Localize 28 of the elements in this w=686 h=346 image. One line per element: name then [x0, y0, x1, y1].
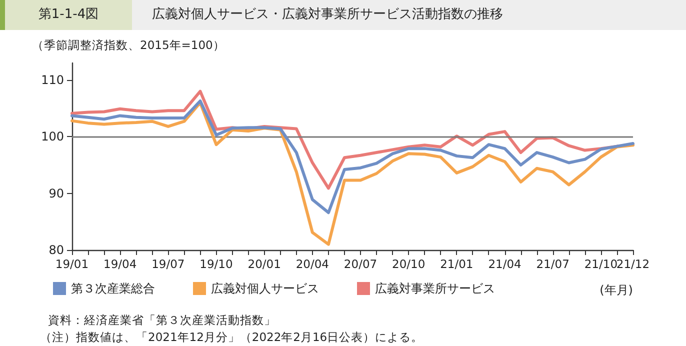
- x-tick-label: 20/07: [344, 257, 378, 271]
- x-tick-label: 21/07: [536, 257, 570, 271]
- legend-label: 広義対個人サービス: [211, 282, 319, 296]
- text: 第1-1-4図: [5, 0, 132, 30]
- line-series: [70, 99, 634, 214]
- x-tick-label: 21/12: [616, 257, 650, 271]
- chart-title: 広義対個人サービス・広義対事業所サービス活動指数の推移: [152, 6, 503, 24]
- x-tick-label: 19/01: [55, 257, 89, 271]
- y-axis-title: （季節調整済指数、2015年=100）: [32, 38, 225, 52]
- text: 資料：経済産業省「第３次産業活動指数」: [48, 313, 276, 328]
- x-tick-label: 19/10: [200, 257, 233, 271]
- x-tick-label: 20/04: [296, 257, 330, 271]
- text: （注）指数値は、「2021年12月分」（2022年2月16日公表）による。: [40, 330, 424, 345]
- x-tick-label: 21/04: [488, 257, 522, 271]
- x-tick-label: 21/10: [584, 257, 618, 271]
- y-tick-label: 80: [48, 243, 64, 257]
- line-series: [70, 101, 634, 246]
- x-tick-label: 20/10: [392, 257, 426, 271]
- x-tick-label: 19/07: [152, 257, 185, 271]
- legend-label: 第３次産業総合: [71, 282, 155, 296]
- y-tick-label: 90: [48, 186, 64, 200]
- x-tick-label: 20/01: [248, 257, 281, 271]
- x-axis-title: (年月): [600, 283, 633, 297]
- x-tick-label: 19/04: [104, 257, 137, 271]
- y-tick-label: 110: [41, 73, 64, 87]
- x-tick-label: 21/01: [440, 257, 474, 271]
- y-tick-label: 100: [41, 130, 64, 144]
- legend-label: 広義対事業所サービス: [375, 282, 495, 296]
